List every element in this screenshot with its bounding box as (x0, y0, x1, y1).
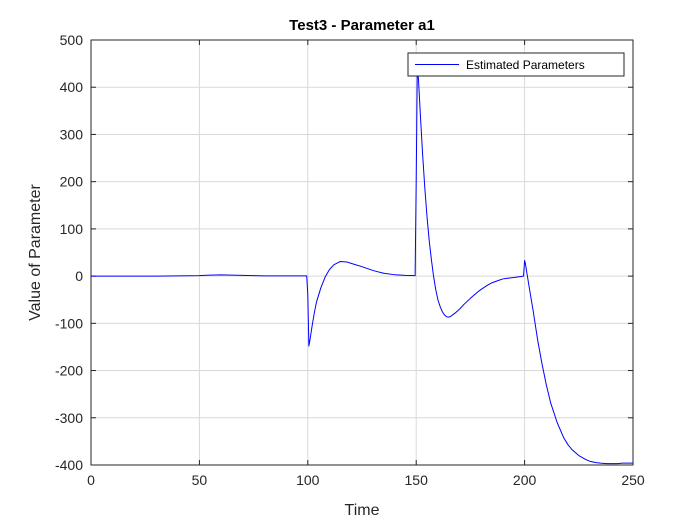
grid-lines (91, 40, 633, 465)
x-axis-label: Time (345, 502, 380, 519)
y-tick-label: 500 (60, 32, 84, 48)
y-tick-label: -100 (55, 315, 83, 331)
series-line-estimated-parameters (91, 67, 633, 465)
legend-box (407, 52, 625, 77)
axis-ticks: 0 50 100 150 200 250 -400 -300 -200 -100 0 100 200 30… (55, 32, 645, 488)
series-layer (91, 67, 633, 465)
x-tick-label: 200 (513, 472, 537, 488)
y-tick-label: 100 (60, 221, 84, 237)
y-tick-label: 400 (60, 79, 84, 95)
y-axis-label: Value of Parameter (27, 184, 44, 321)
chart-title: Test3 - Parameter a1 (289, 17, 435, 34)
x-tick-label: 250 (621, 472, 645, 488)
y-tick-label: -200 (55, 363, 83, 379)
x-tick-label: 100 (296, 472, 320, 488)
legend: Estimated Parameters (407, 52, 625, 77)
y-tick-label: 0 (75, 268, 83, 284)
y-tick-label: 200 (60, 174, 84, 190)
y-tick-label: -300 (55, 410, 83, 426)
x-tick-label: 150 (405, 472, 429, 488)
y-tick-label: 300 (60, 126, 84, 142)
plot-area (90, 39, 634, 466)
y-tick-label: -400 (55, 457, 83, 473)
x-tick-label: 50 (192, 472, 208, 488)
legend-label: Estimated Parameters (466, 58, 585, 72)
x-tick-label: 0 (87, 472, 95, 488)
